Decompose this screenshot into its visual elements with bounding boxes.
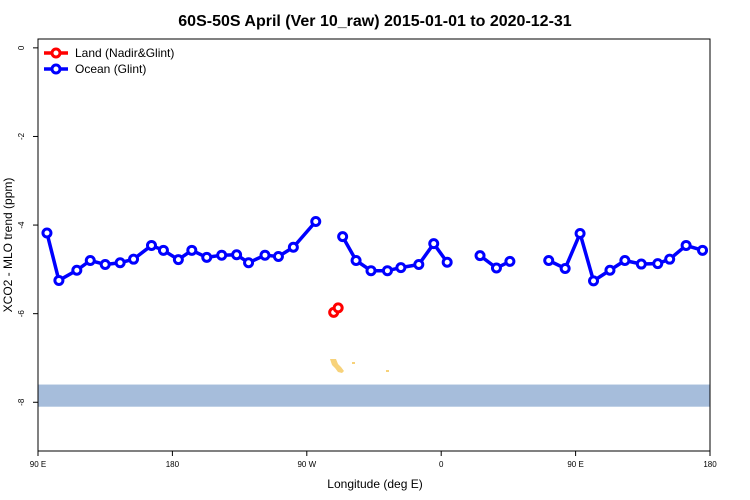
ocean-data-point xyxy=(604,264,616,276)
land-mass xyxy=(386,370,389,372)
legend-marker-ocean xyxy=(50,63,62,75)
ocean-data-point xyxy=(664,253,676,265)
ocean-data-point xyxy=(588,275,600,287)
ocean-data-point xyxy=(128,253,140,265)
ocean-data-point xyxy=(287,241,299,253)
ocean-data-point xyxy=(145,239,157,251)
ocean-data-point xyxy=(243,257,255,269)
y-tick-label: -8 xyxy=(17,398,26,406)
ocean-data-point xyxy=(157,244,169,256)
ocean-data-point xyxy=(231,249,243,261)
ocean-data-point xyxy=(652,258,664,270)
x-tick-label: 180 xyxy=(703,460,717,469)
ocean-data-point xyxy=(216,249,228,261)
ocean-data-point xyxy=(172,254,184,266)
legend-label-land: Land (Nadir&Glint) xyxy=(75,46,174,60)
ocean-data-point xyxy=(114,257,126,269)
ocean-data-point xyxy=(474,250,486,262)
land-mass xyxy=(352,362,355,364)
legend: Land (Nadir&Glint) Ocean (Glint) xyxy=(44,46,174,76)
ocean-data-point xyxy=(84,255,96,267)
ocean-data-point xyxy=(559,262,571,274)
ocean-data-point xyxy=(697,244,709,256)
ocean-data-point xyxy=(543,255,555,267)
ocean-band xyxy=(38,384,710,407)
chart-title: 60S-50S April (Ver 10_raw) 2015-01-01 to… xyxy=(178,13,572,30)
y-tick-label: -4 xyxy=(17,221,26,229)
x-tick-label: 90 W xyxy=(297,460,316,469)
y-tick-label: -2 xyxy=(17,132,26,140)
ocean-data-point xyxy=(272,251,284,263)
ocean-data-point xyxy=(428,238,440,250)
ocean-data-point xyxy=(53,274,65,286)
land-mass xyxy=(330,359,344,373)
ocean-data-point xyxy=(350,255,362,267)
legend-marker-land xyxy=(50,47,62,59)
x-tick-label: 90 E xyxy=(567,460,583,469)
ocean-data-point xyxy=(259,249,271,261)
land-data-point xyxy=(332,302,344,314)
ocean-data-point xyxy=(310,216,322,228)
x-axis-label: Longitude (deg E) xyxy=(327,477,422,491)
ocean-data-point xyxy=(619,255,631,267)
ocean-data-point xyxy=(381,265,393,277)
ocean-data-point xyxy=(504,255,516,267)
legend-label-ocean: Ocean (Glint) xyxy=(75,62,146,76)
plot-area: 90 E 180 90 W 0 90 E 180 0 -2 -4 -6 -8 xyxy=(17,38,717,469)
ocean-data-point xyxy=(186,244,198,256)
y-tick-label: -6 xyxy=(17,310,26,318)
ocean-data-point xyxy=(574,227,586,239)
ocean-data-point xyxy=(413,258,425,270)
y-tick-label: 0 xyxy=(17,45,26,50)
plot-frame xyxy=(37,38,711,452)
ocean-data-point xyxy=(490,262,502,274)
ocean-data-point xyxy=(201,251,213,263)
ocean-data-point xyxy=(395,262,407,274)
ocean-data-point xyxy=(635,258,647,270)
y-axis-label: XCO2 - MLO trend (ppm) xyxy=(1,178,15,313)
ocean-data-point xyxy=(337,231,349,243)
ocean-data-point xyxy=(99,258,111,270)
ocean-data-point xyxy=(441,256,453,268)
ocean-data-point xyxy=(71,264,83,276)
ocean-data-point xyxy=(365,265,377,277)
ocean-data-point xyxy=(41,227,53,239)
x-tick-label: 90 E xyxy=(30,460,46,469)
ocean-data-point xyxy=(680,239,692,251)
x-tick-label: 180 xyxy=(166,460,180,469)
x-tick-label: 0 xyxy=(439,460,444,469)
